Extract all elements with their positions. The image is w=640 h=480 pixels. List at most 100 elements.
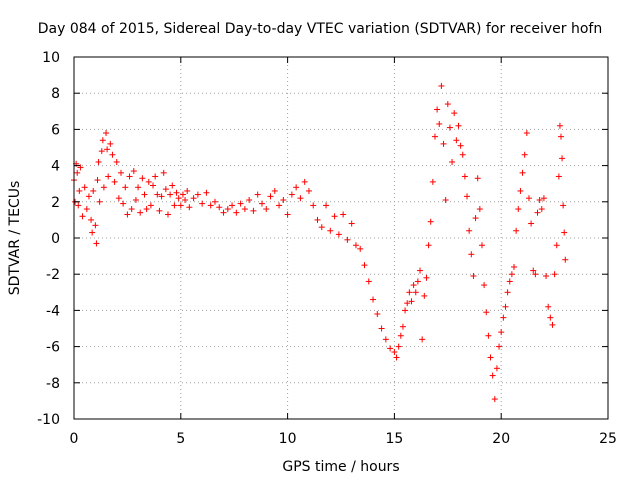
data-point <box>466 227 473 234</box>
data-point <box>194 191 201 198</box>
y-tick-label: 6 <box>51 122 60 138</box>
data-point <box>434 106 441 113</box>
data-point <box>113 158 120 165</box>
data-point <box>560 202 567 209</box>
data-point <box>414 278 421 285</box>
data-point <box>504 289 511 296</box>
data-point <box>521 151 528 158</box>
data-point <box>472 215 479 222</box>
data-point <box>229 202 236 209</box>
data-point <box>111 178 118 185</box>
data-point <box>493 365 500 372</box>
data-point <box>547 314 554 321</box>
data-point <box>412 289 419 296</box>
data-point <box>446 124 453 131</box>
data-point <box>429 178 436 185</box>
data-point <box>104 146 111 153</box>
data-point <box>246 196 253 203</box>
data-point <box>498 329 505 336</box>
data-point <box>152 173 159 180</box>
data-point <box>461 173 468 180</box>
data-point <box>417 267 424 274</box>
data-point <box>476 206 483 213</box>
data-point <box>93 240 100 247</box>
data-point <box>545 303 552 310</box>
data-point <box>241 206 248 213</box>
data-point <box>440 140 447 147</box>
y-tick-label: 4 <box>51 159 60 175</box>
data-point <box>164 211 171 218</box>
data-point <box>81 184 88 191</box>
data-series-sdtvar <box>71 82 569 403</box>
data-point <box>421 292 428 299</box>
data-point <box>77 164 84 171</box>
data-point <box>530 267 537 274</box>
data-point <box>496 343 503 350</box>
data-point <box>532 271 539 278</box>
data-point <box>402 307 409 314</box>
data-point <box>483 309 490 316</box>
data-point <box>344 236 351 243</box>
axis-ticks: 0 5 10 15 20 25 -10 -8 -6 -4 -2 0 2 4 6 8 10 <box>37 50 617 447</box>
data-point <box>128 206 135 213</box>
data-point <box>558 133 565 140</box>
data-point <box>444 101 451 108</box>
data-point <box>177 202 184 209</box>
y-tick-label: -8 <box>46 376 60 392</box>
data-point <box>397 332 404 339</box>
data-point <box>280 196 287 203</box>
data-point <box>451 110 458 117</box>
data-point <box>85 193 92 200</box>
data-point <box>457 142 464 149</box>
data-point <box>100 184 107 191</box>
data-point <box>340 211 347 218</box>
data-point <box>406 289 413 296</box>
data-point <box>481 282 488 289</box>
data-point <box>399 323 406 330</box>
data-point <box>314 216 321 223</box>
data-point <box>449 158 456 165</box>
data-point <box>89 229 96 236</box>
data-point <box>438 82 445 89</box>
data-point <box>327 227 334 234</box>
data-point <box>404 300 411 307</box>
data-point <box>534 209 541 216</box>
data-point <box>250 207 257 214</box>
y-axis-label: SDTVAR / TECUs <box>7 181 23 296</box>
y-tick-label: -4 <box>46 303 60 319</box>
data-point <box>284 211 291 218</box>
data-point <box>88 216 95 223</box>
data-point <box>156 207 163 214</box>
chart-title: Day 084 of 2015, Sidereal Day-to-day VTE… <box>38 21 602 37</box>
x-tick-label: 0 <box>70 431 79 447</box>
data-point <box>323 202 330 209</box>
data-point <box>391 349 398 356</box>
data-point <box>182 196 189 203</box>
data-point <box>105 173 112 180</box>
data-point <box>186 204 193 211</box>
data-point <box>216 204 223 211</box>
data-point <box>158 193 165 200</box>
data-point <box>549 321 556 328</box>
data-point <box>237 200 244 207</box>
data-point <box>103 130 110 137</box>
data-point <box>109 151 116 158</box>
data-point <box>513 227 520 234</box>
data-point <box>395 343 402 350</box>
data-point <box>459 151 466 158</box>
data-point <box>559 155 566 162</box>
x-tick-label: 20 <box>492 431 510 447</box>
data-point <box>562 256 569 263</box>
y-tick-label: -10 <box>37 412 60 428</box>
data-point <box>220 209 227 216</box>
data-point <box>74 169 81 176</box>
data-point <box>122 184 129 191</box>
x-axis-label: GPS time / hours <box>282 459 399 475</box>
data-point <box>470 273 477 280</box>
data-point <box>378 325 385 332</box>
data-point <box>184 187 191 194</box>
data-point <box>556 122 563 129</box>
data-point <box>293 184 300 191</box>
data-point <box>491 396 498 403</box>
